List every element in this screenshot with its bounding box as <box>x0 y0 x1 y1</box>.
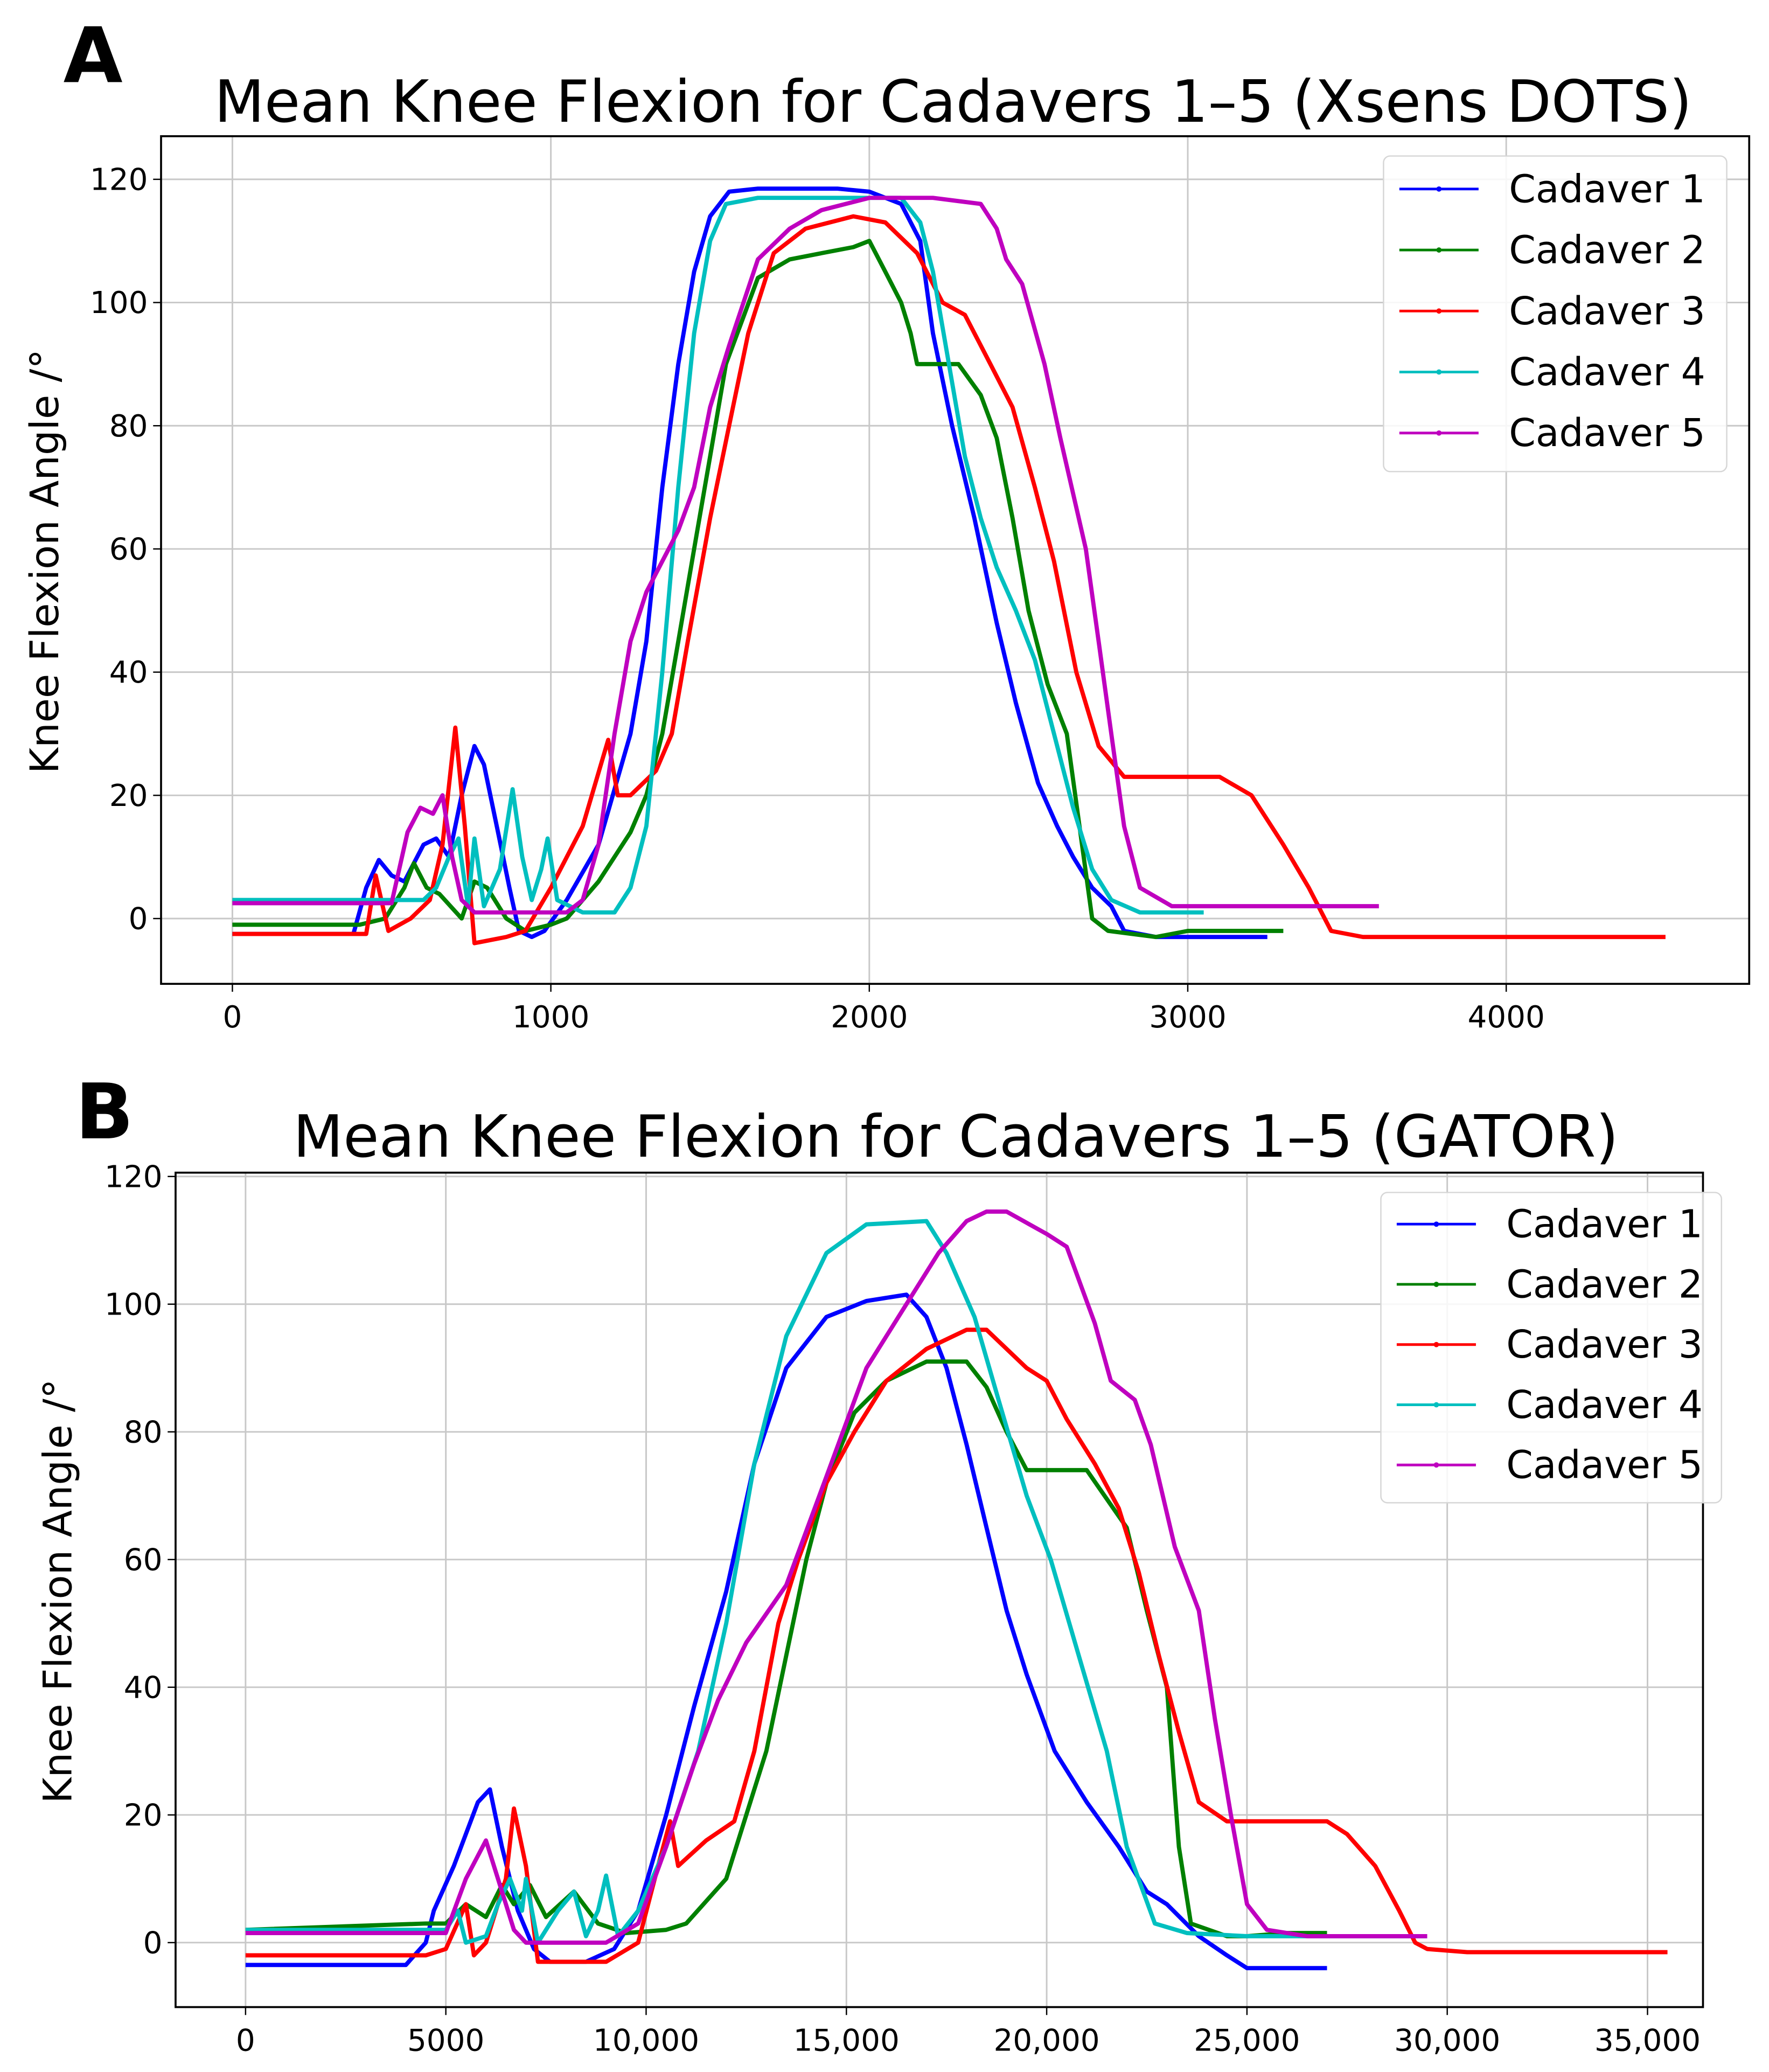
legend-marker-cadaver-4 <box>1433 1402 1439 1408</box>
legend-box-b <box>1380 1192 1722 1504</box>
legend-marker-cadaver-3 <box>1433 1341 1439 1347</box>
legend-label-cadaver-5: Cadaver 5 <box>1509 411 1705 455</box>
series-line-cadaver-2 <box>232 239 1284 940</box>
panel-b: B Mean Knee Flexion for Cadavers 1–5 (GA… <box>35 1067 1722 2058</box>
series-line-cadaver-4 <box>232 196 1204 915</box>
x-tick-label: 0 <box>236 2023 255 2058</box>
y-tick-label: 100 <box>105 1287 163 1322</box>
legend-marker-cadaver-5 <box>1436 430 1442 436</box>
y-tick-label: 100 <box>90 286 148 321</box>
series-line-cadaver-4 <box>245 1219 1427 1945</box>
y-tick-label: 20 <box>109 778 148 813</box>
legend-marker-cadaver-1 <box>1436 186 1442 192</box>
y-axis-label-a: Knee Flexion Angle /° <box>22 349 68 774</box>
y-tick-label: 120 <box>90 162 148 197</box>
chart-title-b: Mean Knee Flexion for Cadavers 1–5 (GATO… <box>293 1103 1618 1171</box>
x-tick-label: 4000 <box>1467 1000 1544 1035</box>
legend-label-cadaver-2: Cadaver 2 <box>1509 228 1705 273</box>
legend-label-cadaver-3: Cadaver 3 <box>1509 289 1705 333</box>
legend-label-cadaver-2: Cadaver 2 <box>1506 1262 1703 1306</box>
legend-label-cadaver-1: Cadaver 1 <box>1506 1202 1703 1247</box>
x-tick-label: 15,000 <box>793 2023 900 2058</box>
legend-marker-cadaver-5 <box>1433 1462 1439 1468</box>
y-axis-label-b: Knee Flexion Angle /° <box>35 1379 81 1803</box>
legend-marker-cadaver-1 <box>1433 1221 1439 1227</box>
y-tick-label: 60 <box>109 532 148 567</box>
series-line-cadaver-1 <box>232 186 1267 940</box>
ticks-a: 0 1000 2000 3000 4000 0 20 40 60 80 100 120 <box>90 162 1545 1035</box>
series-line-cadaver-3 <box>245 1327 1668 1964</box>
legend-marker-cadaver-3 <box>1436 308 1442 314</box>
ticks-b: 0 5000 10,000 15,000 20,000 25,000 30,000 35,00… <box>105 1159 1701 2058</box>
y-tick-label: 0 <box>129 902 148 937</box>
plot-frame-b <box>175 1171 1704 2008</box>
series-group-b <box>245 1209 1668 1971</box>
y-tick-label: 120 <box>105 1159 163 1194</box>
x-tick-label: 35,000 <box>1594 2023 1701 2058</box>
plot-frame-a <box>160 135 1751 985</box>
y-tick-label: 40 <box>124 1670 163 1705</box>
legend-label-cadaver-4: Cadaver 4 <box>1506 1382 1703 1427</box>
series-line-cadaver-1 <box>245 1292 1327 1971</box>
x-tick-label: 3000 <box>1149 1000 1226 1035</box>
panel-label-b: B <box>75 1067 134 1157</box>
y-tick-label: 80 <box>109 409 148 444</box>
panel-label-a: A <box>64 11 123 100</box>
x-tick-label: 25,000 <box>1194 2023 1300 2058</box>
legend-label-cadaver-1: Cadaver 1 <box>1509 166 1705 211</box>
x-tick-label: 10,000 <box>593 2023 699 2058</box>
x-tick-label: 5000 <box>407 2023 484 2058</box>
x-tick-label: 2000 <box>831 1000 908 1035</box>
y-tick-label: 0 <box>143 1925 163 1960</box>
series-line-cadaver-2 <box>245 1359 1327 1938</box>
legend-label-cadaver-3: Cadaver 3 <box>1506 1322 1703 1367</box>
y-tick-label: 20 <box>124 1798 163 1833</box>
legend-label-cadaver-5: Cadaver 5 <box>1506 1443 1703 1487</box>
x-tick-label: 1000 <box>512 1000 589 1035</box>
panel-a: A Mean Knee Flexion for Cadavers 1–5 (Xs… <box>22 11 1751 1035</box>
x-tick-label: 0 <box>222 1000 242 1035</box>
legend-marker-cadaver-2 <box>1436 247 1442 253</box>
legend-b: Cadaver 1 Cadaver 2 Cadaver 3 Cadaver 4 Cada… <box>1380 1192 1722 1504</box>
legend-label-cadaver-4: Cadaver 4 <box>1509 350 1705 394</box>
series-line-cadaver-5 <box>245 1209 1427 1945</box>
x-tick-label: 20,000 <box>993 2023 1099 2058</box>
series-group-a <box>232 186 1666 945</box>
x-tick-label: 30,000 <box>1394 2023 1500 2058</box>
legend-marker-cadaver-4 <box>1436 369 1442 375</box>
chart-title-a: Mean Knee Flexion for Cadavers 1–5 (Xsen… <box>214 68 1692 136</box>
legend-box-a <box>1383 155 1728 472</box>
series-line-cadaver-5 <box>232 196 1379 915</box>
y-tick-label: 80 <box>124 1415 163 1450</box>
series-line-cadaver-3 <box>232 214 1666 945</box>
y-tick-label: 60 <box>124 1542 163 1577</box>
legend-marker-cadaver-2 <box>1433 1282 1439 1287</box>
y-tick-label: 40 <box>109 655 148 690</box>
legend-a: Cadaver 1 Cadaver 2 Cadaver 3 Cadaver 4 Cada… <box>1383 155 1728 472</box>
